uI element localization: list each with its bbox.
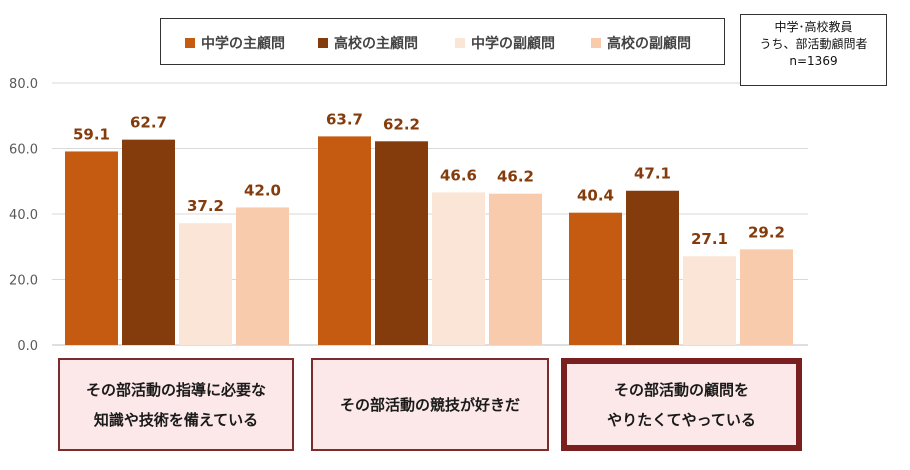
sample-note: 中学･高校教員 うち、部活動顧問者 n=1369	[740, 14, 887, 86]
category-label-line-2: やりたくてやっている	[607, 410, 756, 429]
category-box-likes-sport: その部活動の競技が好きだ	[311, 358, 549, 451]
legend-swatch	[185, 38, 195, 48]
legend-label: 高校の主顧問	[334, 36, 418, 52]
category-box-knowledge: その部活動の指導に必要な 知識や技術を備えている	[58, 358, 294, 451]
bar	[432, 192, 485, 345]
category-label-line-1: その部活動の指導に必要な	[85, 380, 266, 399]
legend-label: 高校の副顧問	[607, 36, 691, 52]
bar	[740, 249, 793, 345]
data-label: 29.2	[748, 223, 785, 241]
category-label-line-1: その部活動の顧問を	[613, 380, 749, 399]
note-line-1: 中学･高校教員	[774, 20, 853, 34]
bar	[65, 151, 118, 345]
data-label: 47.1	[634, 165, 671, 183]
legend-item-koko-shukomon: 高校の主顧問	[318, 33, 418, 53]
y-tick-label: 80.0	[9, 77, 38, 92]
data-label: 63.7	[326, 110, 363, 128]
y-tick-label: 40.0	[9, 208, 38, 223]
legend-swatch	[455, 38, 465, 48]
data-label: 40.4	[577, 187, 614, 205]
legend-item-koko-fukukomon: 高校の副顧問	[591, 33, 691, 53]
category-label-line-2: 知識や技術を備えている	[93, 410, 259, 429]
data-label: 62.2	[383, 115, 420, 133]
data-label: 37.2	[187, 197, 224, 215]
data-label: 62.7	[130, 114, 167, 132]
bar	[626, 190, 679, 345]
legend-item-chugaku-fukukomon: 中学の副顧問	[455, 33, 555, 53]
data-label: 27.1	[691, 230, 728, 248]
legend-label: 中学の副顧問	[471, 36, 555, 52]
bar	[375, 141, 428, 345]
legend-swatch	[591, 38, 601, 48]
note-line-2: うち、部活動顧問者	[759, 37, 868, 51]
y-tick-label: 20.0	[9, 274, 38, 289]
data-label: 59.1	[73, 125, 110, 143]
bar	[318, 136, 371, 345]
bar	[683, 256, 736, 345]
data-label: 46.2	[497, 168, 534, 186]
y-tick-label: 60.0	[9, 143, 38, 158]
legend-label: 中学の主顧問	[201, 36, 285, 52]
data-label: 42.0	[244, 181, 281, 199]
legend-swatch	[318, 38, 328, 48]
legend: 中学の主顧問 高校の主顧問 中学の副顧問 高校の副顧問	[160, 18, 725, 65]
category-box-wants-advisor: その部活動の顧問を やりたくてやっている	[561, 358, 802, 451]
bar	[569, 212, 622, 345]
data-label: 46.6	[440, 166, 477, 184]
bar	[236, 207, 289, 345]
legend-item-chugaku-shukomon: 中学の主顧問	[185, 33, 285, 53]
bar	[489, 193, 542, 345]
category-label-line-1: その部活動の競技が好きだ	[339, 395, 520, 414]
y-tick-label: 0.0	[17, 339, 38, 354]
note-line-3: n=1369	[789, 54, 838, 68]
bar	[179, 223, 232, 345]
bar	[122, 139, 175, 345]
